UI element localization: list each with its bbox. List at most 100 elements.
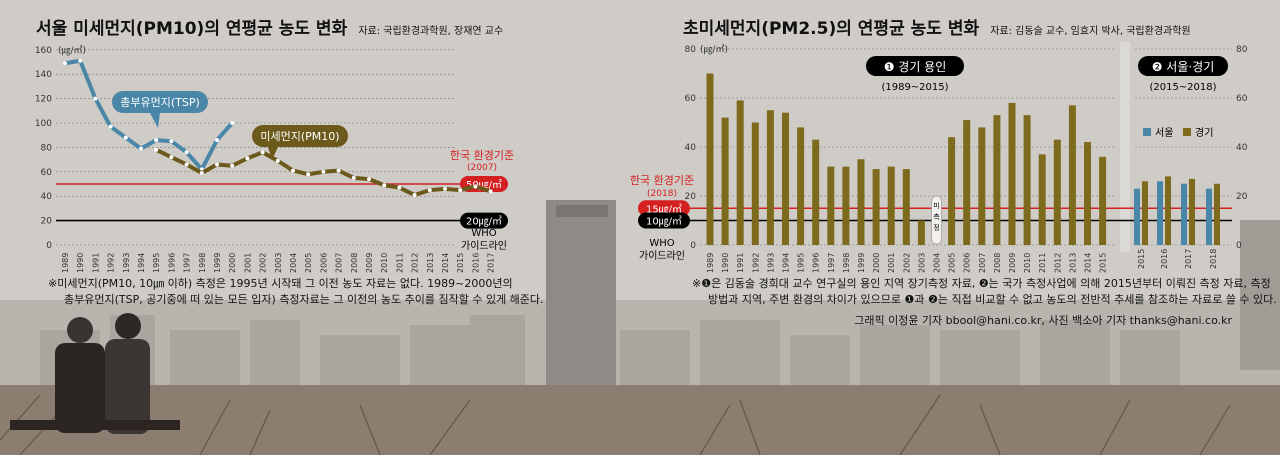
pm25-x-tick: 1994: [782, 253, 791, 273]
pm25-note-line1: ※❶은 김동술 경희대 교수 연구실의 용인 지역 장기측정 자료, ❷는 국가…: [692, 277, 1271, 290]
pm10-x-tick: 1997: [183, 253, 192, 273]
pm10-data-point: [306, 172, 311, 177]
pm10-standard-year: (2007): [467, 163, 497, 173]
pm25-bar-gyeonggi: [736, 100, 744, 245]
pm25-bar-gyeonggi: [1084, 142, 1091, 245]
pm10-x-tick: 1994: [137, 253, 146, 273]
pm10-source: 자료: 국립환경과학원, 장재연 교수: [358, 26, 504, 37]
legend-gyeonggi-swatch: [1183, 128, 1191, 136]
pm10-standard-label: 한국 환경기준: [450, 149, 514, 162]
pm25-bar-gyeonggi: [1068, 105, 1076, 245]
pm10-y-tick: 80: [41, 143, 53, 153]
pm10-data-point: [351, 175, 356, 180]
pm10-x-tick: 2005: [304, 253, 313, 273]
pm25-x-tick: 2010: [1023, 253, 1032, 273]
pm10-x-tick: 2009: [365, 253, 374, 273]
pm25-x-tick: 2014: [1084, 253, 1093, 273]
pm10-data-point: [169, 155, 174, 160]
pm25-standard-year: (2018): [647, 189, 677, 199]
pm10-data-point: [139, 146, 143, 151]
pm10-x-tick: 2010: [380, 253, 389, 273]
pm25-x-tick: 2015: [1099, 253, 1108, 273]
pm25-x-tick: 2008: [993, 253, 1002, 273]
legend-gyeonggi: 경기: [1195, 126, 1213, 139]
pm25-chart-title: 초미세먼지(PM2.5)의 연평균 농도 변화 자료: 김동술 교수, 임효지 …: [683, 14, 1191, 39]
pm10-data-point: [427, 188, 432, 193]
pm25-x-tick: 1989: [706, 253, 715, 273]
pm10-data-point: [184, 162, 189, 167]
pm10-x-tick: 1998: [198, 253, 207, 273]
pm10-y-tick: 120: [35, 95, 52, 105]
pm25-bar-gyeonggi: [842, 166, 850, 245]
pm10-x-tick: 1999: [213, 253, 222, 273]
tsp-callout: [112, 91, 208, 113]
pm10-data-point: [63, 61, 67, 66]
hikers-silhouette: [10, 313, 180, 434]
pm25-x-tick: 1997: [827, 253, 836, 273]
pm25-standard-badge: [638, 200, 690, 217]
pm10-data-point: [184, 150, 189, 155]
pm25-x-tick: 2013: [1068, 253, 1077, 273]
pm10-y-tick: 100: [35, 119, 52, 129]
pm25-x-tick-2: 2017: [1184, 249, 1193, 269]
pm10-data-point: [199, 171, 204, 176]
pm10-x-tick: 1989: [61, 253, 70, 273]
pm10-line-chart: 0 20 40 60 80 100 120 140 160 (㎍/㎥) 1989 1990 1991 19…: [35, 45, 514, 273]
pm10-x-tick: 1993: [122, 253, 131, 273]
pm25-bar-gyeonggi: [1099, 156, 1107, 245]
pm10-x-tick: 2008: [350, 253, 359, 273]
not-measured-label: 정: [933, 223, 939, 232]
pm25-bar-gyeonggi: [751, 122, 759, 245]
pm25-y-tick: 80: [685, 45, 697, 55]
pm10-x-tick: 2016: [471, 253, 480, 273]
pm25-bar-gyeonggi: [963, 120, 971, 245]
pm10-data-point: [321, 169, 326, 174]
tsp-callout-pointer: [150, 113, 160, 128]
pm25-unit: (㎍/㎥): [700, 44, 728, 55]
pm25-bar-gyeonggi: [797, 127, 805, 245]
pm25-y-tick: 60: [685, 94, 697, 104]
pm10-series-label: 미세먼지(PM10): [260, 130, 339, 143]
pm25-x-tick-2: 2015: [1137, 249, 1146, 269]
pm10-data-point: [336, 168, 341, 173]
pm25-x-tick: 1995: [797, 253, 806, 273]
pm25-x-tick: 1999: [857, 253, 866, 273]
pm25-x-tick: 1990: [721, 253, 730, 273]
pm10-x-tick: 2002: [259, 253, 268, 273]
panel2-header: ❷ 서울·경기: [1152, 60, 1215, 74]
not-measured-label: 측: [933, 212, 940, 221]
pm10-data-point: [230, 121, 235, 125]
pm25-y-tick: 20: [685, 192, 697, 202]
pm25-x-tick-2: 2018: [1209, 249, 1218, 269]
pm25-bar-seoul: [1206, 188, 1212, 245]
pm25-bar-gyeonggi: [1053, 139, 1061, 245]
not-measured-badge: [931, 195, 942, 245]
pm25-x-tick: 2007: [978, 253, 987, 273]
pm10-x-tick: 2013: [426, 253, 435, 273]
pm25-x-tick: 2003: [917, 253, 926, 273]
pm10-who-badge: [460, 212, 508, 229]
pm25-bar-gyeonggi-2: [1142, 181, 1148, 245]
pm10-series-line-1: [64, 58, 234, 172]
pm25-standard-label: 한국 환경기준: [630, 174, 694, 187]
pm25-bar-gyeonggi: [887, 166, 895, 245]
tower-building: [546, 200, 616, 390]
pm10-data-point: [291, 168, 295, 173]
pm25-who-value: 10㎍/㎥: [646, 215, 682, 228]
pm10-note-line2: 총부유먼지(TSP, 공기중에 떠 있는 모든 입자) 측정자료는 그 이전의 …: [64, 293, 544, 306]
pm10-data-point: [123, 135, 128, 140]
pm10-x-tick: 1996: [167, 253, 176, 273]
pm10-x-tick: 2001: [243, 253, 252, 273]
pm25-bar-gyeonggi-2: [1189, 178, 1195, 245]
pm10-data-point: [245, 156, 250, 161]
pm25-standard-value: 15㎍/㎥: [646, 202, 682, 215]
not-measured-label: 미: [933, 201, 939, 210]
pm10-callout: [252, 125, 348, 147]
pm10-data-point: [78, 58, 83, 63]
pm25-bar-gyeonggi: [917, 220, 925, 245]
pm25-bar-gyeonggi: [782, 112, 789, 245]
pm25-bar-gyeonggi: [857, 159, 865, 245]
tsp-series-label: 총부유먼지(TSP): [120, 96, 200, 109]
pm25-bar-gyeonggi: [978, 127, 986, 245]
pm10-x-tick: 2003: [274, 253, 283, 273]
